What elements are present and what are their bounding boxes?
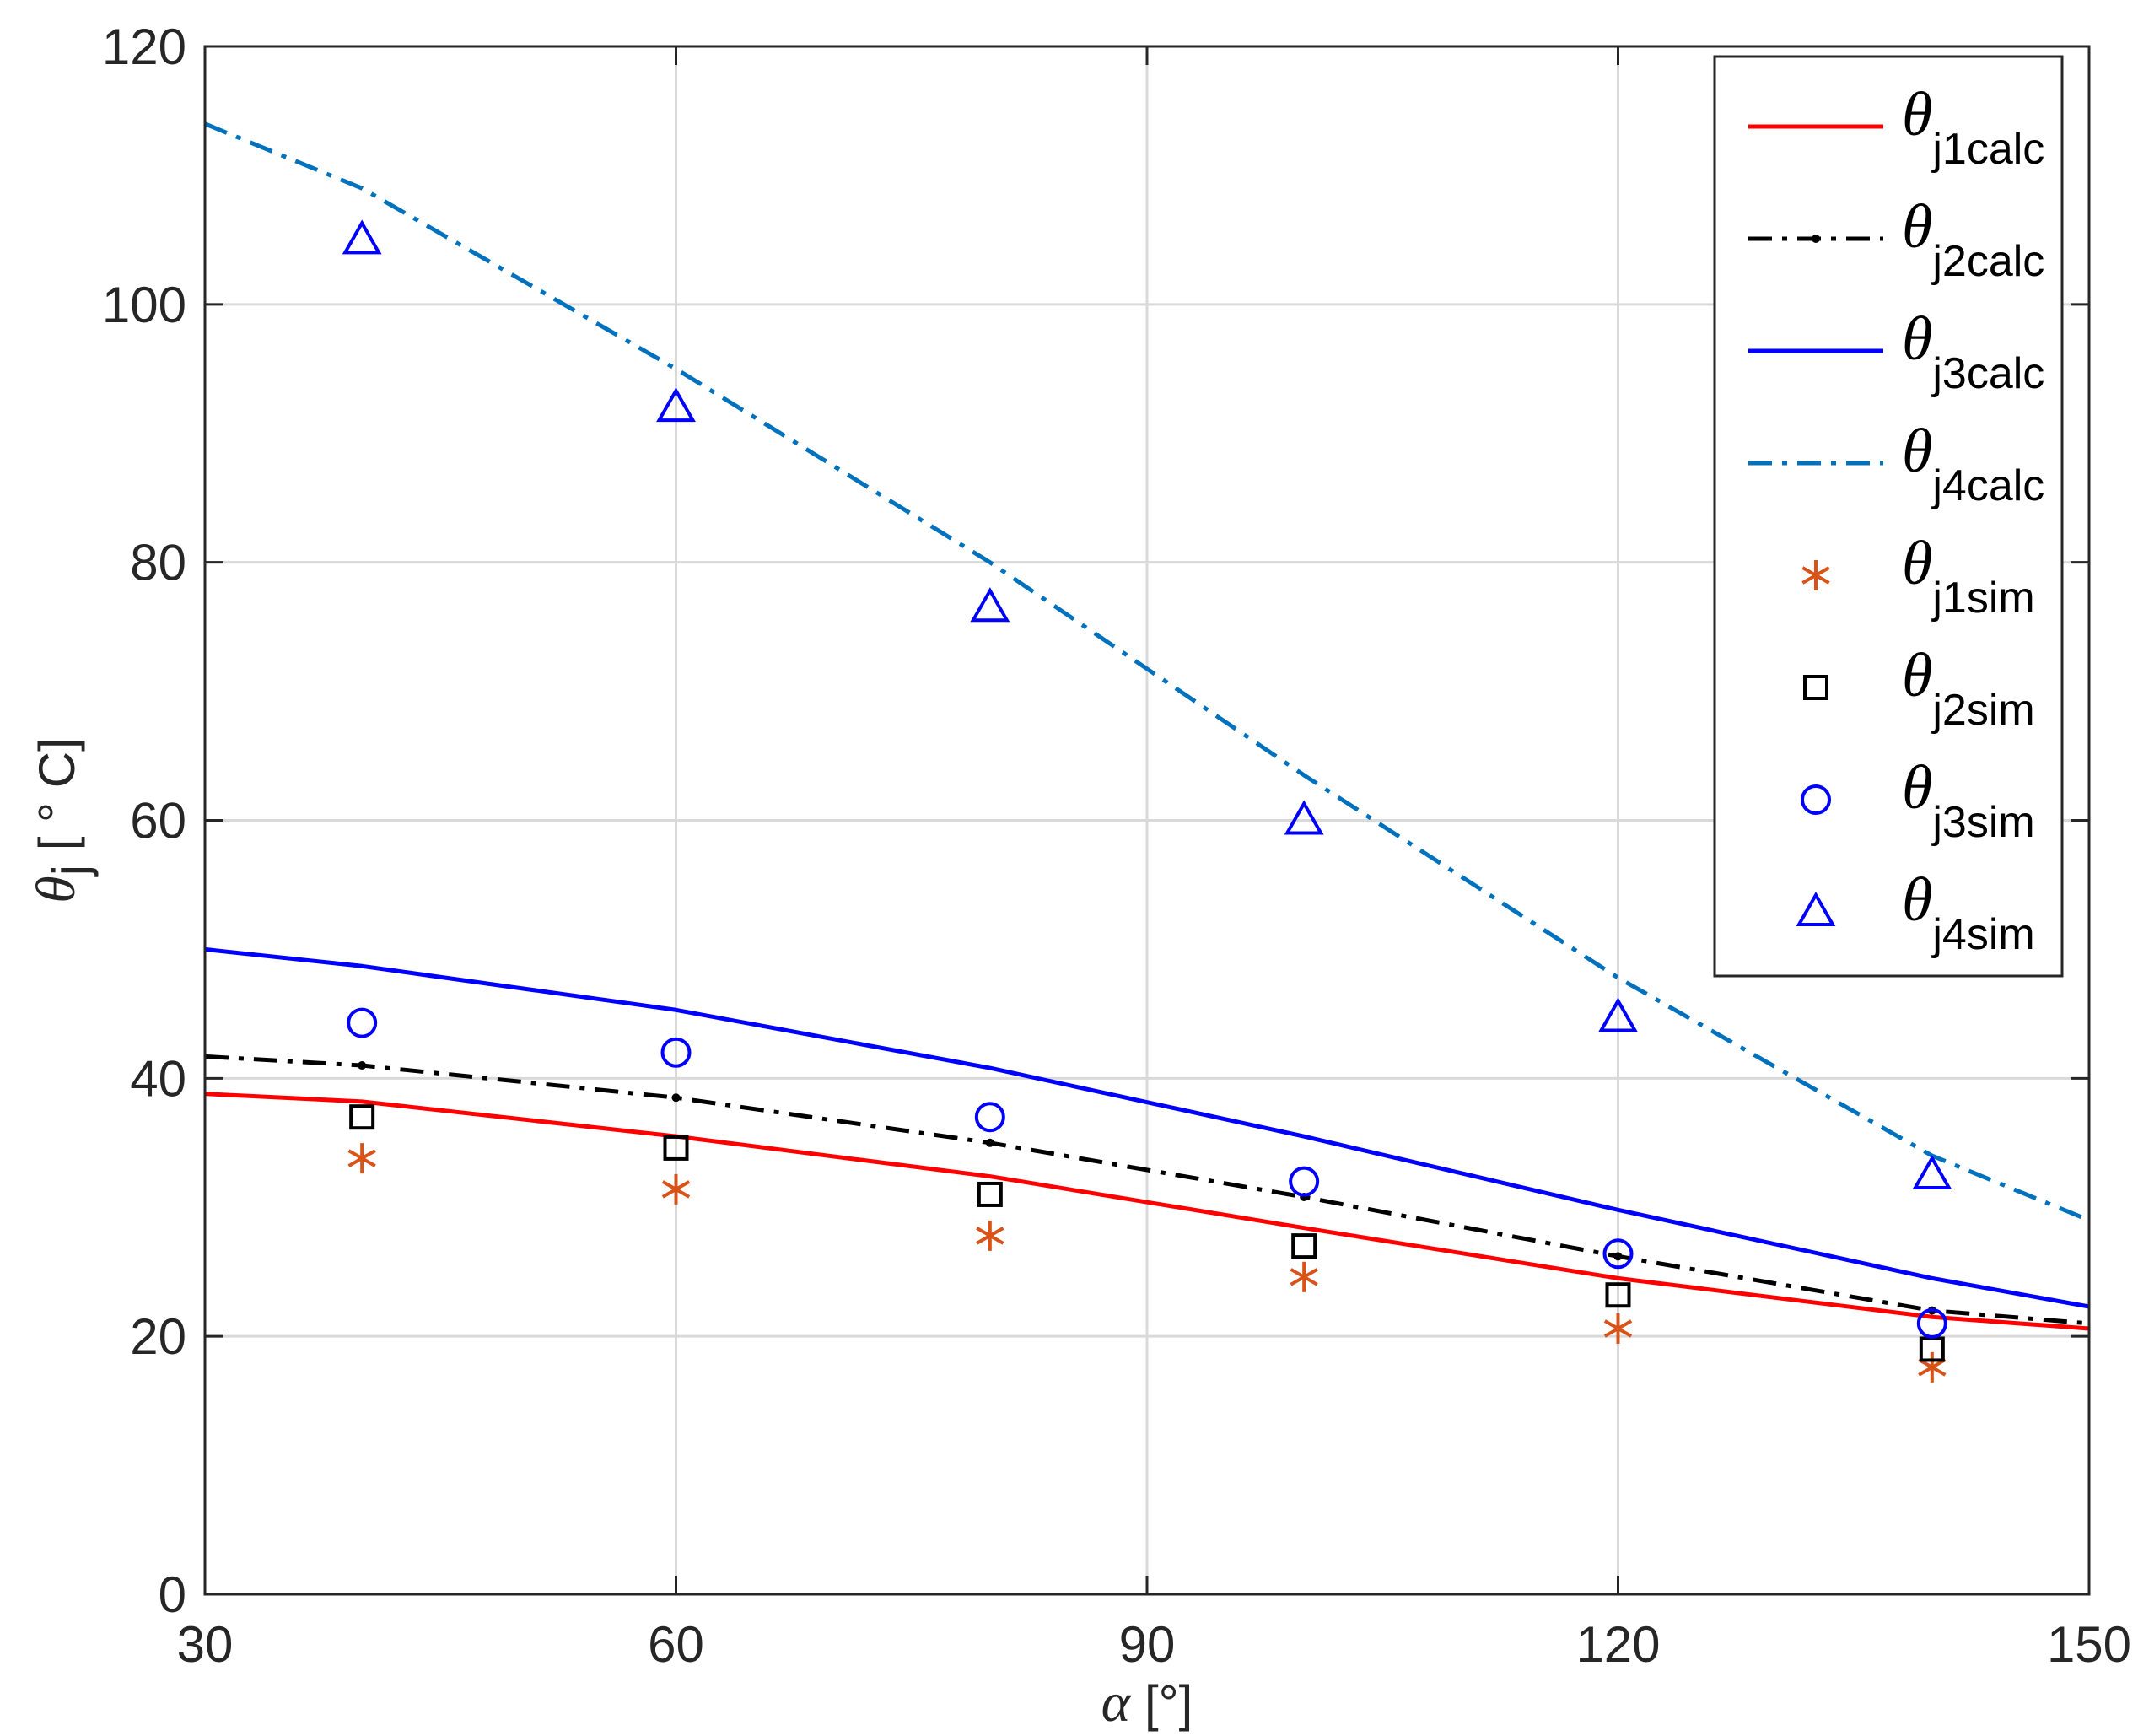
legend-swatch-j3sim — [1801, 784, 1831, 815]
legend-entry-symbol: θ — [1902, 529, 1932, 598]
legend-entry-j4calc: θj4calc — [1902, 417, 2044, 510]
series-line-j3calc — [204, 946, 2090, 1309]
x-tick-label: 120 — [1575, 1616, 1660, 1673]
y-axis-label-symbol: θ — [25, 876, 87, 903]
series-point-j2calc — [985, 1138, 994, 1147]
legend-entry-symbol: θ — [1902, 305, 1932, 374]
series-point-j4sim — [1912, 1154, 1952, 1190]
series-line-j4calc — [204, 121, 2090, 1222]
legend-swatch-j1sim — [1801, 560, 1830, 590]
legend: θj1calcθj2calcθj3calcθj4calcθj1simθj2sim… — [1713, 55, 2064, 978]
legend-entry-j1sim: θj1sim — [1902, 529, 2035, 623]
y-tick-label: 20 — [130, 1308, 186, 1365]
series-point-j1sim — [1918, 1351, 1947, 1383]
series-point-j3sim — [1602, 1238, 1634, 1270]
legend-entry-j3calc: θj3calc — [1902, 305, 2044, 398]
y-tick-label: 120 — [102, 19, 186, 75]
legend-entry-subscript: j3sim — [1931, 798, 2034, 847]
series-point-j4sim — [1284, 800, 1324, 835]
legend-entry-symbol: θ — [1902, 192, 1932, 261]
legend-entry-j2sim: θj2sim — [1902, 641, 2035, 735]
series-point-j1sim — [661, 1173, 691, 1205]
ticks: 30 60 90 120 150 0 20 40 60 80 100 120 — [102, 19, 2131, 1673]
plot-area — [204, 121, 2090, 1383]
legend-entry-subscript: j3calc — [1931, 349, 2044, 398]
legend-entry-symbol: θ — [1902, 753, 1932, 822]
series-point-j1sim — [976, 1220, 1004, 1251]
series-point-j3sim — [1916, 1307, 1947, 1339]
series-point-j3sim — [660, 1037, 692, 1068]
x-axis-label-symbol: α — [1101, 1672, 1132, 1733]
series-point-j3sim — [347, 1007, 378, 1038]
series-point-j3sim — [1289, 1166, 1320, 1197]
x-axis-label: α [°] — [1101, 1672, 1193, 1733]
legend-swatch-dot — [1812, 235, 1820, 243]
legend-entry-j3sim: θj3sim — [1902, 753, 2035, 847]
legend-swatch-j4sim — [1796, 891, 1836, 926]
legend-entry-symbol: θ — [1902, 417, 1932, 486]
x-tick-label: 60 — [648, 1616, 704, 1673]
series-point-j2calc — [1613, 1252, 1623, 1261]
series-point-j1sim — [1290, 1261, 1318, 1292]
series-point-j4sim — [656, 387, 696, 423]
x-tick-label: 30 — [177, 1616, 234, 1673]
legend-entry-symbol: θ — [1902, 641, 1932, 710]
series-point-j2calc — [358, 1061, 367, 1070]
legend-entry-subscript: j1sim — [1931, 574, 2034, 623]
x-tick-label: 150 — [2047, 1616, 2131, 1673]
y-axis-label-unit: [ ° C] — [29, 737, 85, 865]
legend-entry-j4sim: θj4sim — [1902, 865, 2035, 959]
y-axis-label: θj [ ° C] — [25, 737, 99, 903]
y-tick-label: 100 — [102, 277, 186, 333]
legend-entry-j1calc: θj1calc — [1902, 80, 2044, 174]
series-point-j4sim — [1598, 997, 1638, 1032]
y-axis-label-subscript: j — [42, 865, 99, 877]
legend-entry-subscript: j4sim — [1931, 910, 2034, 959]
series-point-j2sim — [977, 1181, 1003, 1207]
x-tick-label: 90 — [1119, 1616, 1176, 1673]
legend-entry-subscript: j4calc — [1931, 461, 2044, 510]
legend-entry-subscript: j1calc — [1931, 125, 2044, 174]
legend-entry-symbol: θ — [1902, 80, 1932, 149]
series-point-j3sim — [974, 1102, 1005, 1133]
series-point-j2sim — [1291, 1233, 1317, 1259]
legend-entry-subscript: j2calc — [1931, 237, 2044, 286]
series-point-j2sim — [663, 1135, 689, 1161]
series-point-j2sim — [1605, 1282, 1631, 1308]
series-point-j2calc — [671, 1093, 681, 1103]
series-point-j2sim — [349, 1104, 375, 1130]
y-tick-label: 80 — [130, 535, 186, 591]
y-tick-label: 0 — [159, 1566, 186, 1623]
series-point-j1sim — [347, 1143, 376, 1174]
series-point-j4sim — [970, 587, 1010, 623]
x-axis-label-unit: [°] — [1130, 1675, 1193, 1732]
legend-entry-j2calc: θj2calc — [1902, 192, 2044, 286]
series-point-j4sim — [342, 219, 382, 255]
legend-entry-subscript: j2sim — [1931, 686, 2034, 735]
legend-box — [1713, 55, 2064, 978]
y-tick-label: 40 — [130, 1050, 186, 1107]
y-tick-label: 60 — [130, 793, 186, 849]
series-line-j2calc — [204, 1054, 2090, 1326]
legend-swatch-j2sim — [1803, 675, 1828, 700]
series-line-j1calc — [204, 1092, 2090, 1331]
legend-entry-symbol: θ — [1902, 865, 1932, 935]
series-point-j1sim — [1603, 1313, 1633, 1344]
